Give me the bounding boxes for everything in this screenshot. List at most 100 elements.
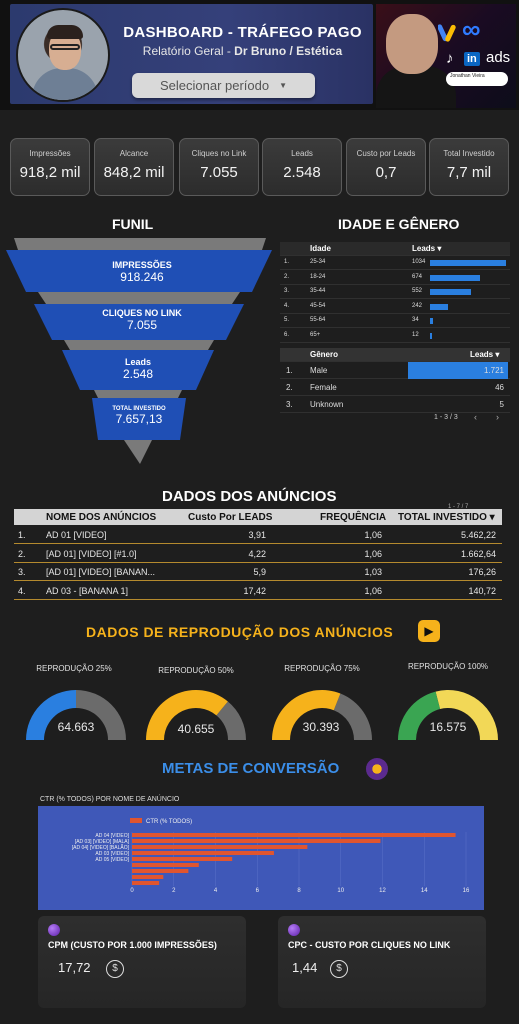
dashboard-subtitle: Relatório Geral - Dr Bruno / Estética: [142, 44, 343, 58]
cpm-card: CPM (CUSTO POR 1.000 IMPRESSÕES) 17,72 $: [38, 916, 246, 1008]
row-index: 5.: [284, 317, 290, 323]
tiktok-icon: ♪: [446, 50, 454, 67]
gauge-fill: [272, 690, 341, 740]
funnel-gap: [94, 390, 182, 398]
kpi-card-alcance: Alcance 848,2 mil: [94, 138, 174, 196]
gauge-label: REPRODUÇÃO 25%: [36, 664, 112, 673]
age-row: 4. 45-54 242: [280, 300, 510, 314]
x-tick-label: 0: [130, 888, 134, 894]
gender-row: 3. Unknown 5: [280, 396, 510, 413]
age-range: 65+: [310, 331, 321, 338]
ad-frequency: 1,06: [364, 585, 382, 596]
total-invested-column-header[interactable]: TOTAL INVESTIDO ▾: [398, 512, 495, 523]
age-range: 25-34: [310, 259, 326, 265]
metric-value: 1,44: [292, 960, 318, 975]
ctr-bar: [132, 845, 308, 849]
age-leads-bar: [430, 260, 506, 266]
gender-leads-bar: [408, 362, 508, 379]
age-leads: 34: [412, 317, 419, 323]
age-row: 3. 35-44 552: [280, 285, 510, 299]
gauge-value: 30.393: [302, 720, 340, 734]
kpi-card-leads: Leads 2.548: [262, 138, 342, 196]
age-leads: 12: [412, 331, 419, 338]
header: DASHBOARD - TRÁFEGO PAGO Relatório Geral…: [0, 0, 519, 110]
video-play-icon: ▶: [418, 620, 440, 642]
period-selector-button[interactable]: Selecionar período ▼: [132, 73, 315, 98]
gauge-value: 64.663: [57, 720, 95, 734]
category-label: AD 03 [VIDEO]: [95, 851, 129, 857]
ad-total: 1.662,64: [460, 548, 496, 559]
age-column-header[interactable]: Idade: [310, 244, 331, 253]
ads-text: ads: [486, 49, 511, 66]
kpi-value: 7.055: [200, 164, 238, 181]
cpc-card: CPC - CUSTO POR CLIQUES NO LINK 1,44 $: [278, 916, 486, 1008]
dollar-coin-icon: $: [106, 960, 124, 978]
ad-name-column-header[interactable]: NOME DOS ANÚNCIOS: [46, 512, 157, 523]
ads-data-title: DADOS DOS ANÚNCIOS: [162, 488, 337, 505]
period-selector-label: Selecionar período: [159, 78, 270, 93]
ad-name: [AD 01] [VIDEO] [BANAN...: [46, 567, 156, 577]
gauge-fill: [146, 690, 228, 740]
age-row: 5. 55-64 34: [280, 314, 510, 328]
purple-dot-icon: [48, 924, 60, 936]
leads-column-header[interactable]: Leads ▾: [412, 244, 442, 253]
ctr-bar: [132, 881, 160, 885]
row-index: 4.: [284, 302, 290, 309]
row-index: 1.: [284, 259, 290, 265]
reproduction-title: DADOS DE REPRODUÇÃO DOS ANÚNCIOS: [86, 624, 394, 640]
gauge-label: REPRODUÇÃO 100%: [407, 662, 489, 671]
age-table-header: Idade Leads ▾: [280, 242, 510, 256]
ad-name: [AD 01] [VIDEO] [#1.0]: [46, 548, 137, 559]
caret-down-icon: ▼: [279, 81, 288, 90]
x-tick-label: 6: [256, 888, 260, 894]
row-index: 1.: [18, 530, 26, 540]
age-leads-bar: [430, 332, 432, 339]
ad-cpl: 4,22: [248, 548, 266, 559]
gauge-remainder: [216, 701, 246, 740]
gender-table: Gênero Leads ▾ 1. Male 1.721 2. Female 4…: [280, 348, 510, 428]
ad-frequency: 1,06: [364, 530, 382, 540]
profile-avatar: [16, 8, 110, 102]
x-tick-label: 2: [172, 888, 176, 894]
gauge-label: REPRODUÇÃO 75%: [284, 664, 360, 673]
gauge-remainder: [333, 693, 372, 740]
frequency-column-header[interactable]: FREQUÊNCIA: [320, 512, 387, 523]
leads-column-header[interactable]: Leads ▾: [470, 350, 500, 359]
ctr-bar: [132, 833, 456, 837]
age-row: 2. 18-24 674: [280, 271, 510, 285]
kpi-label: Total Investido: [443, 149, 495, 158]
metric-title: CPM (CUSTO POR 1.000 IMPRESSÕES): [48, 940, 217, 950]
age-row: 1. 25-34 1034: [280, 256, 510, 270]
legend-swatch: [130, 818, 142, 823]
funnel-top-cap: [14, 238, 266, 250]
age-range: 45-54: [310, 302, 326, 309]
funnel-title: FUNIL: [112, 216, 154, 232]
google-ads-icon: [438, 24, 456, 42]
x-tick-label: 14: [421, 888, 428, 894]
row-index: 6.: [284, 331, 290, 338]
ctr-chart-title: CTR (% TODOS) POR NOME DE ANÚNCIO: [40, 796, 180, 803]
next-page-icon[interactable]: ›: [496, 412, 499, 422]
meta-logo-icon: ∞: [462, 14, 481, 44]
age-leads: 674: [412, 273, 423, 280]
ad-row: 3. [AD 01] [VIDEO] [BANAN... 5,9 1,03 176,26: [14, 563, 502, 581]
metric-value: 17,72: [58, 960, 91, 975]
funnel-stage-investido: [92, 398, 186, 440]
target-icon: [366, 758, 388, 780]
prev-page-icon[interactable]: ‹: [474, 412, 477, 422]
gender-column-header[interactable]: Gênero: [310, 350, 339, 359]
cpl-column-header[interactable]: Custo Por LEADS: [188, 512, 273, 523]
gauge-value: 16.575: [429, 720, 467, 734]
ad-cpl: 5,9: [253, 567, 266, 577]
funnel-label-impressoes: IMPRESSÕES 918.246: [112, 260, 172, 284]
metric-title: CPC - CUSTO POR CLIQUES NO LINK: [288, 940, 451, 950]
ad-cpl: 17,42: [243, 585, 266, 596]
ctr-bar: [132, 869, 189, 873]
promo-name-tag: Jonathan Vieira: [446, 72, 508, 86]
ctr-bar: [132, 857, 233, 861]
ctr-chart: CTR (% TODOS) 0 2 4 6 8 10 12 14 16 AD 04 [VIDEO][…: [38, 806, 484, 910]
kpi-label: Cliques no Link: [191, 149, 247, 158]
category-label: AD 05 [VIDEO]: [95, 857, 129, 863]
gauge-fill: [398, 691, 441, 740]
kpi-label: Alcance: [119, 149, 149, 158]
